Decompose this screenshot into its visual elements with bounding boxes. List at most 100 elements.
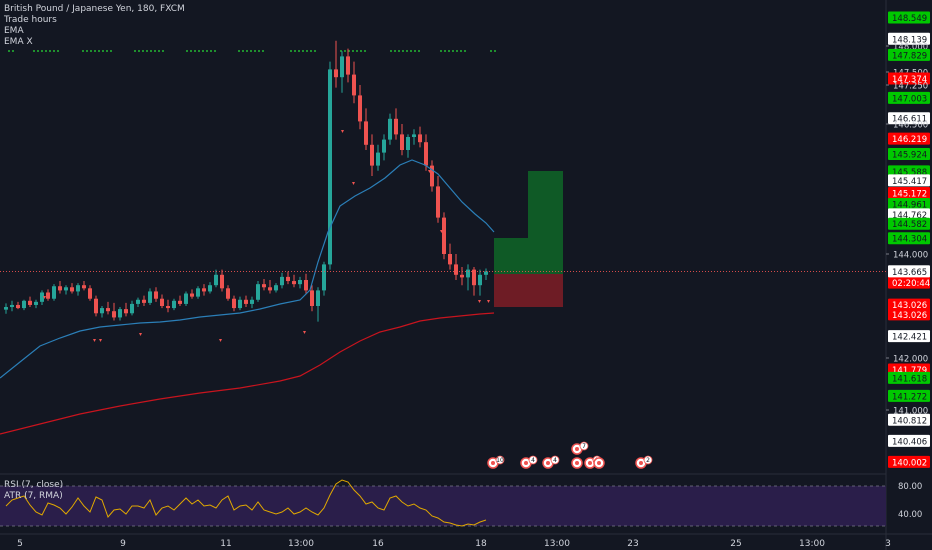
candle-body bbox=[100, 308, 104, 314]
study-ema-x[interactable]: EMA X bbox=[4, 37, 33, 47]
time-axis: 5 9 11 13:00 16 18 13:00 23 25 13:00 3 bbox=[17, 539, 891, 549]
symbol-legend: British Pound / Japanese Yen, 180, FXCM … bbox=[4, 4, 185, 48]
candle bbox=[262, 278, 266, 291]
signal-marker bbox=[428, 170, 431, 173]
candle-body bbox=[112, 311, 116, 318]
price-axis: 148.549148.139148.000147.829147.500147.3… bbox=[886, 11, 930, 468]
candle-body bbox=[244, 299, 248, 304]
candle-body bbox=[340, 56, 344, 78]
price-axis-label: 144.762 bbox=[888, 208, 930, 221]
rsi-legend[interactable]: RSI (7, close) bbox=[4, 480, 64, 490]
candle bbox=[10, 300, 14, 312]
price-axis-label: 142.421 bbox=[888, 330, 930, 343]
candle bbox=[364, 108, 368, 150]
atr-legend[interactable]: ATR (7, RMA) bbox=[4, 491, 63, 501]
signal-marker bbox=[43, 296, 46, 299]
event-marker bbox=[571, 457, 583, 469]
event-marker: 4 bbox=[542, 455, 560, 469]
candle-body bbox=[130, 303, 134, 314]
candle bbox=[94, 295, 98, 317]
price-axis-label: 147.003 bbox=[888, 91, 930, 104]
price-tick: 142.000 bbox=[893, 355, 928, 365]
price-tick: 143.026 bbox=[892, 311, 927, 321]
candle bbox=[268, 280, 272, 294]
candle bbox=[52, 284, 56, 301]
price-tick: 145.172 bbox=[892, 190, 927, 200]
candle-body bbox=[400, 134, 404, 150]
time-tick: 13:00 bbox=[544, 539, 570, 549]
candle bbox=[46, 289, 50, 301]
signal-marker bbox=[487, 300, 490, 303]
candle bbox=[448, 243, 452, 270]
price-tick: 141.779 bbox=[892, 366, 927, 376]
ema-fast-line bbox=[0, 159, 495, 379]
study-trade-hours[interactable]: Trade hours bbox=[4, 15, 57, 25]
time-tick: 11 bbox=[220, 539, 231, 549]
study-ema[interactable]: EMA bbox=[4, 26, 24, 36]
last-price-text: 143.665 bbox=[892, 268, 927, 278]
price-axis-label: 144.961 bbox=[888, 198, 930, 211]
candle-body bbox=[82, 285, 86, 289]
candle bbox=[100, 306, 104, 318]
price-axis-label: 145.417 bbox=[888, 174, 930, 187]
price-tick: 142.421 bbox=[892, 333, 927, 343]
candle bbox=[298, 276, 302, 289]
candle bbox=[304, 273, 308, 294]
symbol-title[interactable]: British Pound / Japanese Yen, 180, FXCM bbox=[4, 4, 185, 14]
candle-body bbox=[238, 299, 242, 309]
candle bbox=[106, 301, 110, 315]
candle-body bbox=[4, 307, 8, 310]
price-tick: 145.417 bbox=[892, 177, 927, 187]
candle bbox=[4, 303, 8, 314]
time-tick: 23 bbox=[627, 539, 638, 549]
candle bbox=[34, 299, 38, 309]
event-count: 2 bbox=[646, 457, 650, 464]
candle bbox=[178, 295, 182, 306]
candle-body bbox=[34, 301, 38, 305]
candle-body bbox=[202, 288, 206, 292]
candle bbox=[160, 294, 164, 309]
time-tick: 3 bbox=[885, 539, 891, 549]
candle bbox=[466, 264, 470, 291]
time-tick: 18 bbox=[475, 539, 487, 549]
price-axis-label: 146.611 bbox=[888, 112, 930, 125]
candle bbox=[436, 176, 440, 223]
price-axis-label: 148.000 bbox=[886, 43, 928, 53]
event-marker: 4 bbox=[520, 455, 538, 469]
candle-body bbox=[274, 285, 278, 291]
candle bbox=[190, 289, 194, 299]
candle-body bbox=[220, 274, 224, 289]
candle bbox=[220, 269, 224, 292]
price-tick: 140.406 bbox=[892, 437, 927, 447]
candle-body bbox=[454, 264, 458, 275]
candle-body bbox=[292, 281, 296, 285]
price-axis-label: 144.304 bbox=[888, 232, 930, 245]
candle bbox=[322, 261, 326, 296]
candle-body bbox=[394, 118, 398, 135]
event-count: 7 bbox=[582, 443, 586, 450]
candle bbox=[136, 297, 140, 308]
candle bbox=[142, 295, 146, 306]
profit-zone-2 bbox=[528, 171, 563, 274]
candle-body bbox=[448, 254, 452, 265]
candle-body bbox=[124, 309, 128, 314]
candle bbox=[40, 290, 44, 305]
candle bbox=[16, 301, 20, 310]
rsi-axis-label: 80.00 bbox=[898, 482, 922, 492]
candle-body bbox=[10, 304, 14, 308]
candle-body bbox=[328, 69, 332, 265]
candle bbox=[358, 85, 362, 130]
time-tick: 5 bbox=[17, 539, 23, 549]
candle-body bbox=[442, 217, 446, 254]
candle-body bbox=[28, 300, 32, 305]
event-count: 10 bbox=[496, 457, 504, 464]
candle bbox=[196, 286, 200, 299]
candle-body bbox=[46, 292, 50, 299]
candle bbox=[202, 284, 206, 296]
candle-body bbox=[196, 288, 200, 297]
candle-body bbox=[64, 287, 68, 291]
candle bbox=[478, 269, 482, 296]
candle-body bbox=[166, 306, 170, 309]
candle-body bbox=[370, 144, 374, 166]
